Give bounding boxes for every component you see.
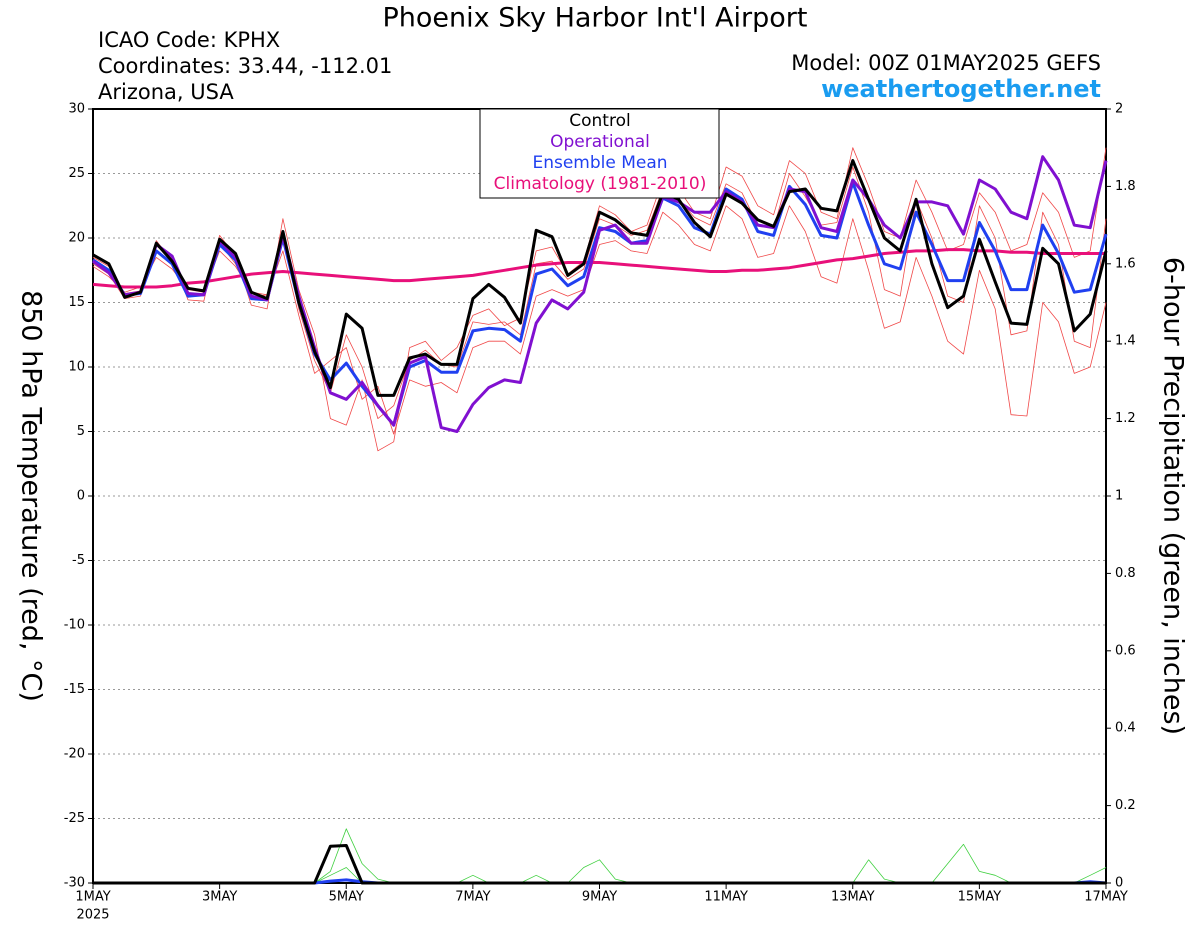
location-line: ICAO Code: KPHX (98, 28, 280, 52)
y-tick-label: 25 (68, 166, 85, 181)
y2-tick-label: 0.2 (1115, 798, 1136, 813)
series-line (92, 159, 1108, 397)
y-tick-label: -25 (64, 811, 85, 826)
precip-line (93, 844, 1106, 885)
y-tick-label: 30 (68, 102, 85, 117)
member-line (92, 147, 1107, 452)
member-line (92, 205, 1107, 435)
x-tick-label: 13MAY (831, 890, 875, 905)
y-tick-label: 15 (68, 295, 85, 310)
x-tick-label: 15MAY (958, 890, 1002, 905)
x-tick-label: 9MAY (582, 890, 617, 905)
y-tick-label: -30 (64, 876, 85, 891)
legend-entry: Control (569, 111, 630, 131)
y2-tick-label: 1.6 (1115, 256, 1136, 271)
legend-entry: Ensemble Mean (532, 153, 667, 173)
legend-entry: Operational (550, 132, 650, 152)
y-tick-label: 0 (77, 489, 85, 504)
y-tick-label: -15 (64, 682, 85, 697)
series-line (92, 155, 1108, 433)
location-line: Coordinates: 33.44, -112.01 (98, 54, 392, 78)
y-tick-label: -10 (64, 618, 85, 633)
model-label: Model: 00Z 01MAY2025 GEFS (791, 51, 1101, 75)
y2-tick-label: 0.4 (1115, 721, 1136, 736)
x-tick-label: 7MAY (455, 890, 490, 905)
y2-tick-label: 1.4 (1115, 334, 1136, 349)
y2-tick-label: 0.8 (1115, 566, 1136, 581)
legend-entry: Climatology (1981-2010) (494, 174, 707, 194)
y2-tick-label: 0.6 (1115, 643, 1136, 658)
y-tick-label: 5 (77, 424, 85, 439)
y2-tick-label: 1 (1115, 489, 1123, 504)
y2-tick-label: 1.2 (1115, 411, 1136, 426)
x-tick-label: 1MAY (75, 890, 110, 905)
y2-tick-label: 0 (1115, 876, 1123, 891)
legend-box (479, 108, 720, 199)
location-line: Arizona, USA (98, 80, 234, 104)
series-line (92, 248, 1106, 289)
x-tick-label: 11MAY (704, 890, 748, 905)
y-tick-label: 10 (68, 360, 85, 375)
x-tick-label: 17MAY (1084, 890, 1128, 905)
y2-tick-label: 1.8 (1115, 179, 1136, 194)
source-label: weathertogether.net (821, 75, 1101, 103)
x-year-label: 2025 (76, 908, 109, 923)
y2-tick-label: 2 (1115, 102, 1123, 117)
x-tick-label: 3MAY (202, 890, 237, 905)
y-tick-label: -20 (64, 747, 85, 762)
y-tick-label: 20 (68, 231, 85, 246)
x-tick-label: 5MAY (329, 890, 364, 905)
y-axis-label: 850 hPa Temperature (red, °C) (16, 290, 47, 702)
y-tick-label: -5 (72, 553, 85, 568)
chart-title: Phoenix Sky Harbor Int'l Airport (383, 3, 808, 34)
y2-axis-label: 6-hour Precipitation (green, inches) (1158, 257, 1189, 735)
